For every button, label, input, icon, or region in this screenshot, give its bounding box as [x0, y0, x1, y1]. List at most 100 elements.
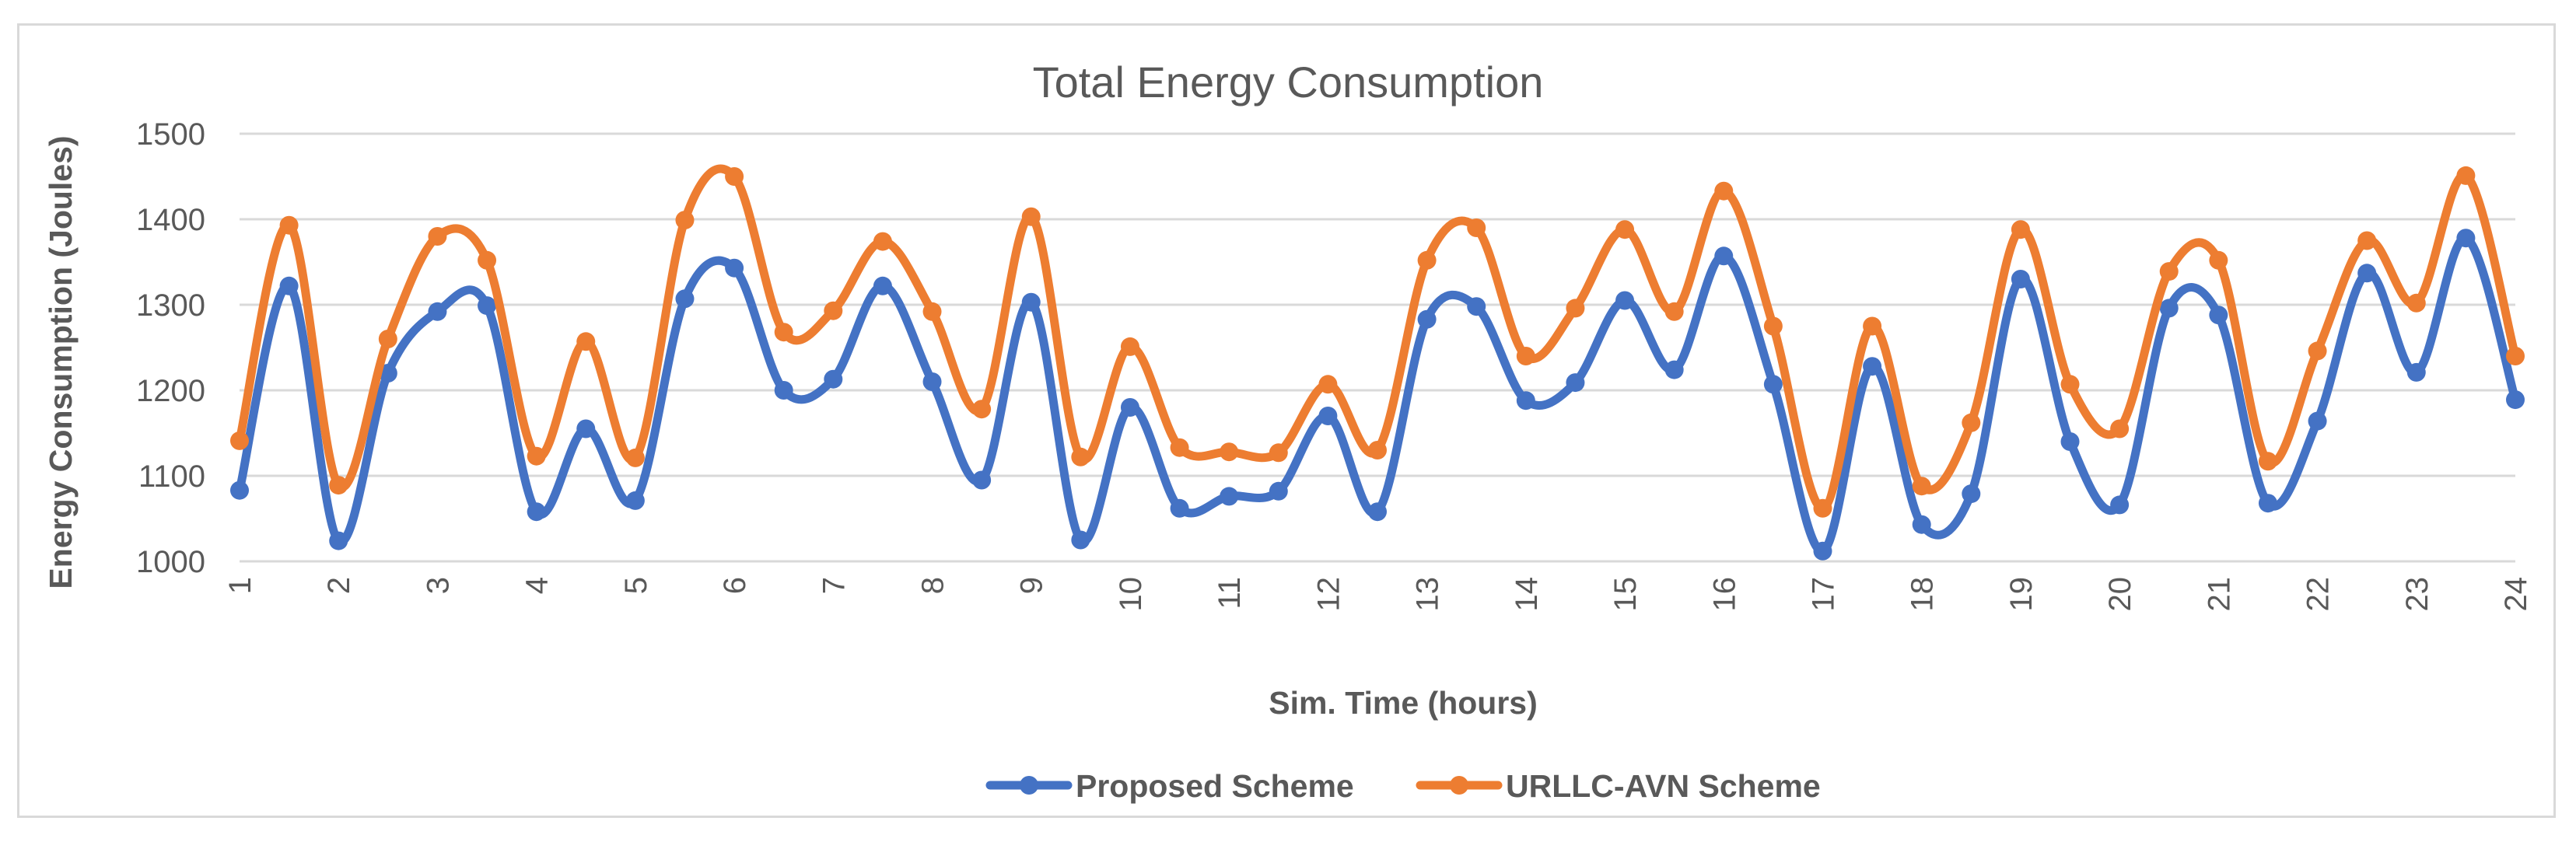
legend-label: URLLC-AVN Scheme — [1506, 768, 1821, 804]
data-point — [230, 480, 249, 500]
x-tick-5: 5 — [619, 577, 653, 594]
data-point — [527, 446, 546, 466]
x-tick-20: 20 — [2103, 577, 2137, 612]
data-point — [1269, 481, 1288, 501]
data-point — [1269, 443, 1288, 463]
legend-marker — [1020, 776, 1038, 795]
data-point — [329, 531, 348, 550]
data-point — [625, 491, 645, 510]
data-point — [1120, 337, 1139, 356]
y-tick-1000: 1000 — [136, 545, 205, 579]
y-axis-label: Energy Consumption (Joules) — [43, 135, 79, 589]
x-tick-21: 21 — [2202, 577, 2236, 612]
data-point — [1912, 515, 1931, 534]
data-point — [2258, 494, 2277, 513]
x-tick-12: 12 — [1311, 577, 1346, 612]
legend-item-1: Proposed Scheme — [985, 768, 1354, 804]
data-point — [1912, 477, 1931, 496]
legend: Proposed Scheme URLLC-AVN Scheme — [985, 768, 1821, 804]
data-point — [922, 372, 942, 391]
data-point — [2159, 262, 2179, 281]
x-tick-6: 6 — [718, 577, 752, 594]
series-group — [230, 164, 2525, 561]
data-point — [972, 400, 992, 419]
legend-label: Proposed Scheme — [1076, 768, 1354, 804]
data-point — [1021, 292, 1041, 312]
x-tick-13: 13 — [1411, 577, 1445, 612]
data-point — [279, 276, 299, 295]
data-point — [2209, 306, 2228, 325]
data-point — [2456, 166, 2476, 185]
data-point — [774, 381, 793, 400]
x-tick-3: 3 — [421, 577, 455, 594]
data-point — [1714, 181, 1734, 201]
gridlines — [240, 132, 2515, 563]
data-point — [1763, 375, 1783, 394]
x-tick-labels: 1 2 3 4 5 6 7 8 9 10 11 12 13 14 15 16 17 18 19 20 21 22 23 24 — [223, 577, 2533, 612]
y-tick-1200: 1200 — [136, 374, 205, 408]
data-point — [1467, 218, 1486, 237]
data-point — [1962, 484, 1981, 504]
data-point — [2011, 270, 2030, 288]
data-point — [1516, 347, 1535, 365]
x-tick-11: 11 — [1213, 577, 1247, 610]
x-tick-16: 16 — [1707, 577, 1741, 612]
data-point — [2060, 432, 2080, 451]
data-point — [1417, 250, 1437, 270]
data-point — [1962, 413, 1981, 432]
x-tick-2: 2 — [322, 577, 356, 594]
series-2 — [230, 164, 2525, 518]
data-point — [2506, 347, 2525, 365]
data-point — [1318, 407, 1338, 425]
y-tick-1400: 1400 — [136, 203, 205, 237]
y-tick-labels: 1000 1100 1200 1300 1400 1500 — [136, 117, 205, 579]
data-point — [329, 476, 348, 495]
data-point — [1664, 360, 1684, 379]
data-point — [1071, 530, 1090, 550]
x-tick-8: 8 — [916, 577, 950, 594]
data-point — [378, 330, 397, 348]
data-point — [1813, 541, 1832, 561]
data-point — [922, 302, 942, 321]
data-point — [1516, 391, 1535, 411]
chart-frame — [17, 23, 2556, 818]
data-point — [1615, 291, 1635, 310]
data-point — [1763, 316, 1783, 336]
data-point — [2506, 390, 2525, 410]
series-1 — [230, 229, 2525, 561]
data-point — [725, 167, 744, 186]
data-point — [2011, 220, 2030, 239]
data-point — [1021, 207, 1041, 226]
data-point — [1120, 398, 1139, 417]
data-point — [1714, 246, 1734, 266]
data-point — [2406, 362, 2426, 382]
data-point — [279, 215, 299, 235]
x-tick-14: 14 — [1510, 577, 1544, 612]
y-tick-1500: 1500 — [136, 117, 205, 152]
y-tick-1300: 1300 — [136, 288, 205, 323]
data-point — [1220, 487, 1239, 506]
data-point — [1220, 442, 1239, 462]
data-point — [576, 332, 596, 351]
data-point — [2357, 264, 2377, 283]
data-point — [1467, 297, 1486, 316]
data-point — [1566, 373, 1585, 393]
x-tick-10: 10 — [1114, 577, 1148, 612]
data-point — [2456, 229, 2476, 248]
x-tick-17: 17 — [1806, 577, 1840, 612]
data-point — [2110, 419, 2130, 438]
data-point — [824, 301, 843, 320]
x-tick-4: 4 — [520, 577, 555, 594]
data-point — [1664, 302, 1684, 321]
y-tick-1100: 1100 — [138, 459, 205, 494]
x-tick-15: 15 — [1608, 577, 1643, 612]
data-point — [2308, 341, 2327, 361]
x-tick-1: 1 — [223, 577, 257, 594]
data-point — [873, 276, 892, 295]
data-point — [675, 289, 695, 309]
data-point — [1071, 447, 1090, 466]
data-point — [2159, 299, 2179, 318]
data-point — [675, 211, 695, 230]
data-point — [1863, 316, 1882, 336]
